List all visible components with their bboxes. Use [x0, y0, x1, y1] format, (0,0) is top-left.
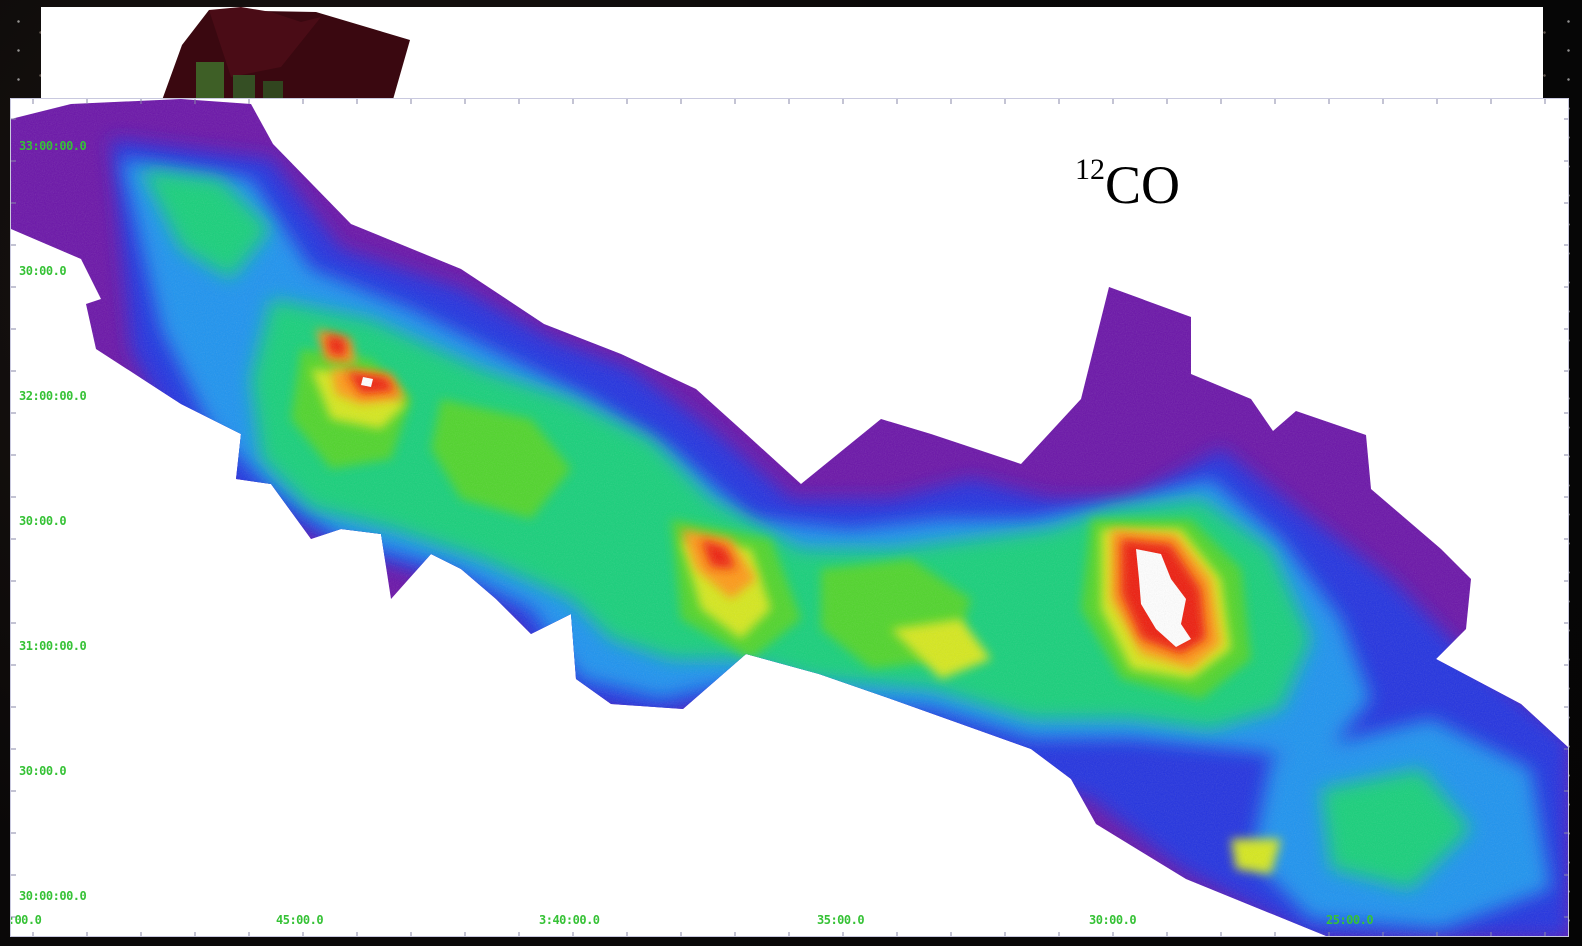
y-axis-tick-label: 31:00:00.0 — [19, 639, 87, 653]
y-axis-tick-label: 30:00.0 — [19, 514, 67, 528]
y-axis-tick-label: 30:00:00.0 — [19, 889, 87, 903]
co-intensity-map-panel: 33:00:00.0 30:00.0 32:00:00.0 30:00.0 31:00:… — [10, 98, 1569, 937]
emission-footprint — [11, 99, 1568, 936]
molecule-name: CO — [1105, 155, 1181, 215]
x-axis-tick-label: 30:00.0 — [1089, 913, 1137, 927]
emission-noise-texture — [11, 99, 1568, 936]
background-map-panel — [41, 7, 1543, 103]
x-axis-tick-label: 35:00.0 — [817, 913, 865, 927]
molecule-label: 12CO — [1075, 153, 1181, 215]
y-axis-tick-label: 30:00.0 — [19, 764, 67, 778]
x-axis-tick-label: 45:00.0 — [276, 913, 324, 927]
x-axis-tick-label: 25:00.0 — [1326, 913, 1374, 927]
y-axis-tick-label: 33:00:00.0 — [19, 139, 87, 153]
axis-ticks — [11, 99, 1568, 936]
background-map-thumbnail — [161, 7, 410, 103]
x-axis-tick-label: 3:40:00.0 — [539, 913, 600, 927]
isotope-superscript: 12 — [1075, 153, 1105, 186]
co-intensity-map — [11, 99, 1568, 936]
y-axis-tick-label: 30:00.0 — [19, 264, 67, 278]
y-axis-tick-label: 32:00:00.0 — [19, 389, 87, 403]
x-axis-tick-label: 0:00.0 — [11, 913, 42, 927]
